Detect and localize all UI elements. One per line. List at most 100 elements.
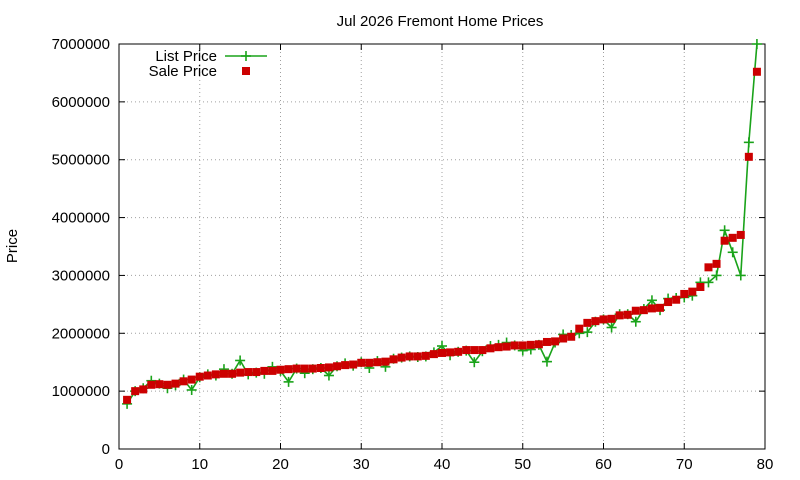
list-price-point-60 [606, 322, 617, 333]
list-price-point-14 [235, 355, 246, 366]
sale-price-point-23 [308, 364, 317, 373]
list-price-point-76 [735, 270, 746, 281]
sale-price-point-30 [365, 358, 374, 367]
sale-price-point-48 [510, 341, 519, 350]
x-tick-label-4: 40 [434, 456, 451, 473]
x-tick-label-7: 70 [676, 456, 693, 473]
sale-price-point-46 [494, 343, 503, 352]
sale-price-point-33 [389, 355, 398, 364]
sale-price-point-47 [502, 342, 511, 351]
sale-price-point-10 [203, 371, 212, 380]
y-tick-label-0: 0 [102, 441, 110, 458]
sale-price-point-70 [688, 287, 697, 296]
sale-price-point-56 [575, 324, 584, 333]
list-price-point-63 [630, 316, 641, 327]
y-tick-label-4: 4000000 [52, 210, 110, 227]
sale-price-point-65 [647, 304, 656, 313]
sale-price-point-11 [211, 370, 220, 379]
list-price-point-20 [283, 376, 294, 387]
sale-price-point-60 [607, 314, 616, 323]
sale-price-point-68 [672, 295, 681, 304]
sale-price-point-20 [284, 365, 293, 374]
legend-label-list-price: List Price [155, 48, 217, 65]
sale-price-point-16 [252, 368, 261, 377]
sale-price-point-1 [131, 387, 140, 396]
sale-price-point-61 [615, 311, 624, 320]
list-price-point-74 [719, 225, 730, 236]
sale-price-point-38 [429, 350, 438, 359]
y-tick-label-5: 5000000 [52, 152, 110, 169]
sale-price-point-4 [155, 380, 164, 389]
list-price-point-77 [743, 137, 754, 148]
sale-price-point-28 [349, 360, 358, 369]
sale-price-point-39 [438, 348, 446, 357]
sale-price-point-12 [219, 369, 228, 378]
sale-price-point-26 [333, 362, 342, 371]
sale-price-point-78 [752, 67, 761, 76]
sale-price-point-22 [300, 364, 309, 373]
sale-price-point-75 [728, 233, 737, 242]
sale-price-point-50 [526, 340, 535, 349]
sale-price-point-21 [292, 364, 301, 373]
sale-price-point-18 [268, 366, 277, 375]
grid [119, 44, 765, 449]
sale-price-point-40 [446, 348, 455, 357]
list-price-point-25 [323, 370, 334, 381]
sale-price-point-29 [357, 358, 366, 367]
sale-price-point-66 [656, 303, 665, 312]
list-price-point-57 [582, 327, 593, 338]
sale-price-point-55 [567, 332, 576, 341]
sale-price-point-54 [559, 334, 568, 343]
sale-price-point-73 [712, 259, 721, 268]
axes: 0 10 20 30 40 50 60 70 80 0 1000000 2000000 3000000 4… [52, 36, 774, 473]
sale-price-point-77 [744, 152, 753, 161]
x-tick-label-2: 20 [272, 456, 289, 473]
legend-sample-sale-price-marker [242, 67, 250, 75]
sale-price-point-8 [187, 375, 196, 384]
x-tick-label-5: 50 [514, 456, 531, 473]
x-tick-label-0: 0 [115, 456, 123, 473]
sale-price-point-71 [696, 283, 705, 291]
sale-price-point-43 [470, 346, 479, 355]
sale-price-point-13 [228, 369, 237, 378]
x-tick-label-3: 30 [353, 456, 370, 473]
sale-price-point-44 [478, 346, 487, 355]
sale-price-point-35 [405, 352, 414, 361]
legend: List Price Sale Price [149, 48, 267, 80]
sale-price-point-42 [462, 346, 471, 355]
sale-price-point-2 [139, 385, 148, 394]
sale-price-point-3 [147, 380, 156, 389]
sale-price-point-74 [720, 236, 729, 245]
sale-price-point-7 [179, 377, 188, 386]
sale-price-point-69 [680, 289, 689, 298]
y-axis-label: Price [4, 229, 21, 263]
sale-price-point-72 [704, 263, 713, 272]
sale-price-point-5 [163, 380, 172, 389]
series [122, 39, 762, 409]
x-tick-label-6: 60 [595, 456, 612, 473]
sale-price-point-62 [623, 310, 632, 319]
sale-price-point-34 [397, 353, 406, 362]
sale-price-point-41 [454, 347, 463, 356]
y-tick-label-1: 1000000 [52, 383, 110, 400]
sale-price-point-59 [599, 315, 608, 324]
sale-price-point-32 [381, 357, 390, 366]
sale-price-point-27 [341, 361, 350, 370]
y-tick-label-2: 2000000 [52, 325, 110, 342]
sale-price-point-64 [639, 306, 648, 315]
legend-label-sale-price: Sale Price [149, 63, 217, 80]
sale-price-point-15 [244, 368, 253, 377]
sale-price-point-63 [631, 306, 640, 315]
sale-price-point-17 [260, 366, 269, 375]
list-price-point-8 [186, 384, 197, 395]
sale-price-point-24 [316, 364, 325, 372]
sale-price-point-9 [195, 372, 204, 381]
sale-price-point-14 [236, 368, 245, 377]
sale-price-point-57 [583, 318, 592, 327]
sale-price-point-31 [373, 358, 382, 367]
legend-sample-list-price-marker [241, 51, 251, 61]
list-price-point-43 [469, 357, 480, 368]
chart-title: Jul 2026 Fremont Home Prices [337, 13, 544, 30]
sale-price-point-49 [518, 341, 527, 350]
